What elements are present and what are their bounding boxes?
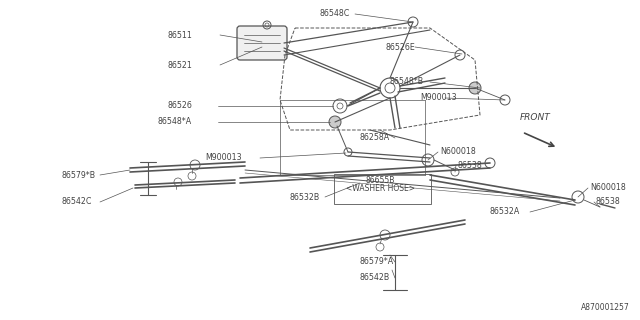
FancyBboxPatch shape	[237, 26, 287, 60]
Text: 86511: 86511	[167, 30, 192, 39]
Circle shape	[469, 82, 481, 94]
Text: M900013: M900013	[420, 93, 456, 102]
Text: 86526E: 86526E	[385, 43, 415, 52]
Text: 86542B: 86542B	[360, 274, 390, 283]
Text: A870001257: A870001257	[581, 303, 630, 312]
Text: M900013: M900013	[205, 154, 242, 163]
Text: N600018: N600018	[440, 148, 476, 156]
Text: 86579*A: 86579*A	[360, 258, 394, 267]
Text: 86548*B: 86548*B	[390, 77, 424, 86]
Text: 86526: 86526	[167, 101, 192, 110]
Text: 86532B: 86532B	[290, 193, 320, 202]
FancyBboxPatch shape	[334, 174, 431, 204]
Circle shape	[329, 116, 341, 128]
Text: 86532A: 86532A	[490, 207, 520, 217]
Text: 86579*B: 86579*B	[62, 171, 96, 180]
Text: 86548*A: 86548*A	[158, 117, 192, 126]
Text: 86538: 86538	[596, 197, 621, 206]
Text: 86521: 86521	[167, 60, 192, 69]
Text: 86548C: 86548C	[320, 10, 350, 19]
Text: N600018: N600018	[590, 183, 626, 193]
Text: 86542C: 86542C	[62, 197, 92, 206]
Text: 86538: 86538	[458, 161, 483, 170]
Text: FRONT: FRONT	[520, 114, 551, 123]
Text: 86258A: 86258A	[360, 133, 390, 142]
Text: 86655B: 86655B	[365, 176, 395, 185]
Text: <WASHER HOSE>: <WASHER HOSE>	[346, 184, 415, 193]
